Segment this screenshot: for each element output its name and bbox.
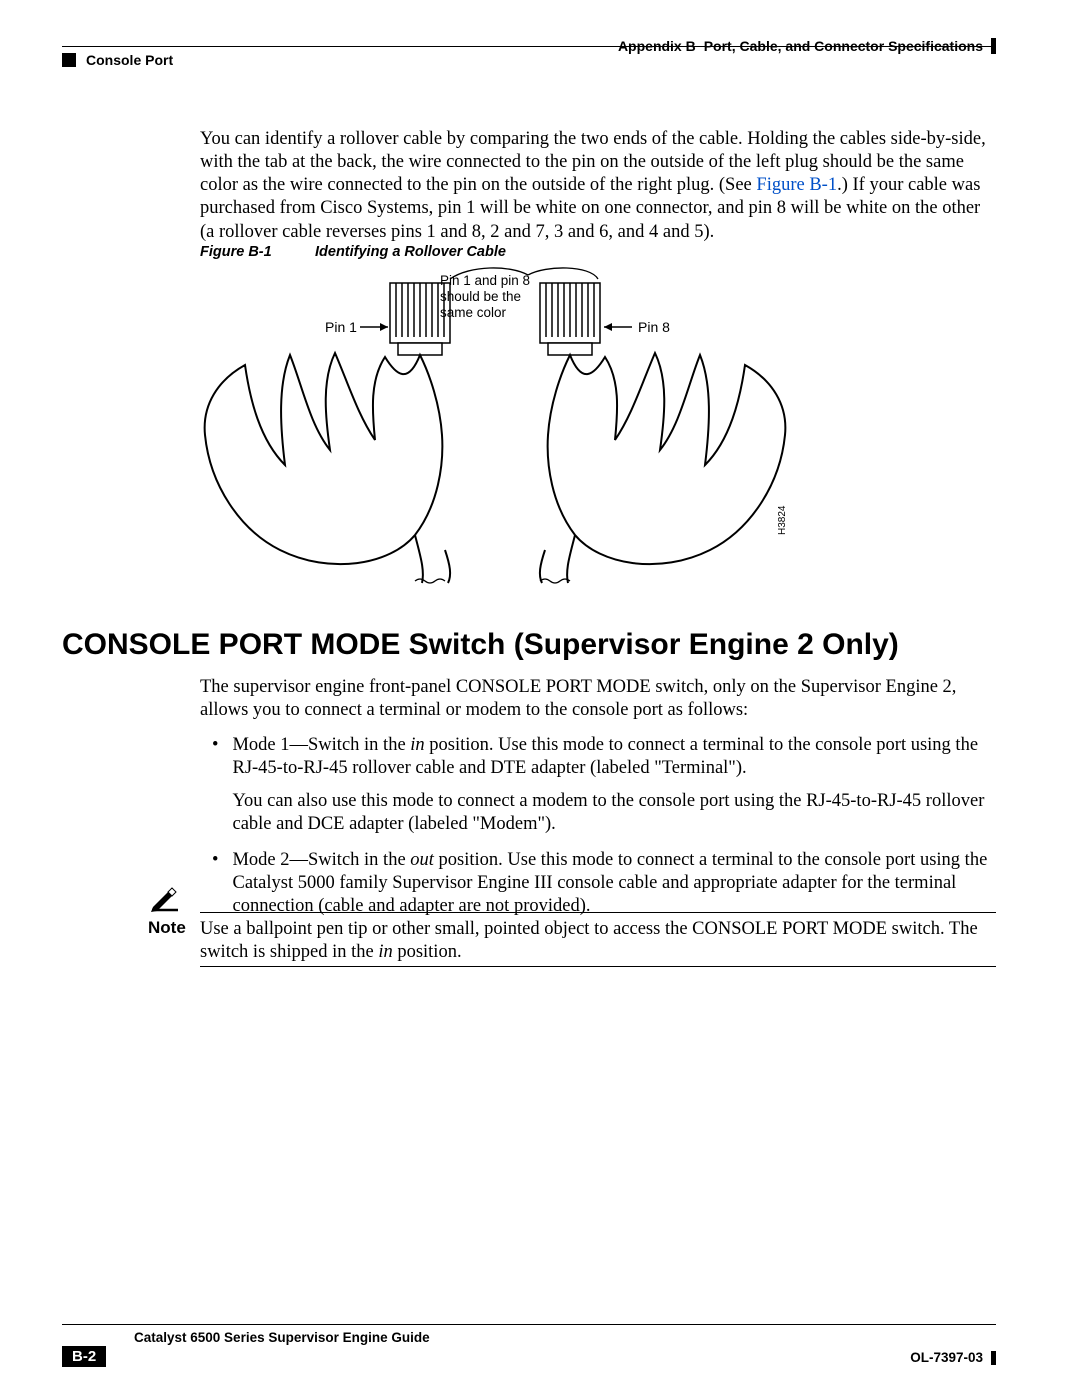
figure-link[interactable]: Figure B-1	[756, 175, 837, 195]
figure-caption: Figure B-1Identifying a Rollover Cable	[200, 244, 506, 260]
bullet-em: out	[410, 850, 434, 870]
note-label: Note	[148, 918, 186, 938]
footer-title: Catalyst 6500 Series Supervisor Engine G…	[134, 1330, 430, 1345]
header-right: Appendix B Port, Cable, and Connector Sp…	[618, 38, 996, 54]
rollover-cable-figure: Pin 1 Pin 8 Pin 1 and pin 8 should be th…	[190, 265, 810, 585]
note-pre: Use a ballpoint pen tip or other small, …	[200, 919, 978, 962]
footer-doc: OL-7397-03	[910, 1350, 996, 1365]
bullet-em: in	[410, 735, 424, 755]
bullet-pre: Mode 2—Switch in the	[232, 850, 410, 870]
footer-rule	[62, 1324, 996, 1325]
footer-page: B-2	[62, 1346, 106, 1367]
intro-paragraph: You can identify a rollover cable by com…	[200, 128, 996, 244]
page-number: B-2	[62, 1346, 106, 1367]
header-bar-icon	[991, 38, 996, 54]
note-rule-top	[200, 912, 996, 913]
section-heading: CONSOLE PORT MODE Switch (Supervisor Eng…	[62, 628, 899, 662]
figure-code: H3824	[777, 505, 788, 535]
appendix-title: Port, Cable, and Connector Specification…	[704, 38, 983, 54]
section-title: Console Port	[86, 52, 173, 68]
list-item: • Mode 1—Switch in the in position. Use …	[212, 734, 996, 837]
note-rule-bot	[200, 966, 996, 967]
note-text: Use a ballpoint pen tip or other small, …	[200, 918, 996, 964]
pencil-icon	[148, 886, 180, 914]
fig-note-l2: should be the	[440, 289, 521, 304]
section-intro: The supervisor engine front-panel CONSOL…	[200, 676, 996, 722]
bullet-list: • Mode 1—Switch in the in position. Use …	[212, 734, 996, 930]
bullet-icon: •	[212, 849, 218, 918]
figure-label: Figure B-1	[200, 244, 315, 260]
header-left: Console Port	[62, 52, 173, 68]
pin8-label: Pin 8	[638, 319, 670, 335]
pin1-label: Pin 1	[325, 319, 357, 335]
figure-title: Identifying a Rollover Cable	[315, 244, 506, 260]
fig-note-l3: same color	[440, 305, 507, 320]
doc-number: OL-7397-03	[910, 1350, 983, 1365]
appendix-label: Appendix B	[618, 38, 696, 54]
list-item: • Mode 2—Switch in the out position. Use…	[212, 849, 996, 918]
note-em: in	[378, 942, 392, 962]
fig-note-l1: Pin 1 and pin 8	[440, 273, 530, 288]
note-post: position.	[393, 942, 462, 962]
footer-bar-icon	[991, 1351, 996, 1365]
bullet-icon: •	[212, 734, 218, 837]
bullet-pre: Mode 1—Switch in the	[232, 735, 410, 755]
header-square-icon	[62, 53, 76, 67]
bullet-sub-para: You can also use this mode to connect a …	[232, 790, 996, 836]
